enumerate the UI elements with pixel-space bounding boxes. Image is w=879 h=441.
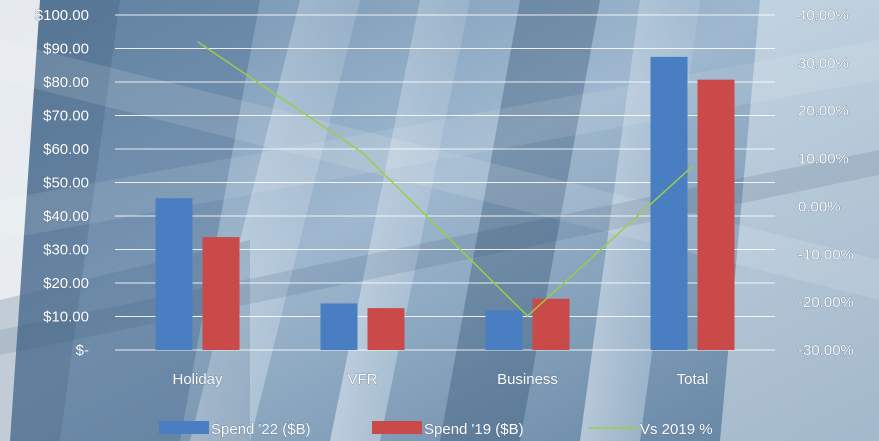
right-tick-label: 0.00%: [798, 198, 841, 215]
right-tick-label: 10.00%: [798, 151, 849, 168]
category-label: VFR: [348, 371, 378, 388]
bars: [155, 56, 735, 350]
line-series: [197, 41, 694, 318]
category-label: Holiday: [172, 371, 223, 388]
bar-business-series-1: [485, 310, 523, 350]
right-tick-label: -30.00%: [798, 342, 854, 359]
left-tick-label: $10.00: [43, 309, 89, 326]
left-tick-label: $80.00: [43, 74, 89, 91]
bar-holiday-series-2: [202, 237, 240, 350]
right-tick-label: -10.00%: [798, 246, 854, 263]
category-label: Total: [677, 371, 709, 388]
left-tick-label: $90.00: [43, 41, 89, 58]
legend: Spend '22 ($B) Spend '19 ($B) Vs 2019 %: [159, 421, 713, 438]
legend-swatch: [372, 421, 422, 434]
legend-label: Spend '22 ($B): [211, 421, 311, 438]
bar-vfr-series-2: [367, 308, 405, 350]
left-tick-label: $60.00: [43, 141, 89, 158]
left-tick-label: $-: [76, 342, 89, 359]
bar-total-series-2: [697, 79, 735, 350]
bar-business-series-2: [532, 298, 570, 350]
left-tick-label: $50.00: [43, 175, 89, 192]
left-tick-label: $40.00: [43, 208, 89, 225]
left-tick-label: $30.00: [43, 242, 89, 259]
right-tick-label: 20.00%: [798, 103, 849, 120]
legend-swatch: [159, 421, 209, 434]
bar-holiday-series-1: [155, 198, 193, 350]
right-tick-label: 30.00%: [798, 55, 849, 72]
left-tick-label: $100.00: [35, 7, 89, 24]
left-tick-label: $20.00: [43, 275, 89, 292]
legend-label: Vs 2019 %: [640, 421, 713, 438]
right-tick-label: 40.00%: [798, 7, 849, 24]
axis-labels: $- $10.00 $20.00 $30.00 $40.00 $50.00 $60.00 $7…: [34, 7, 854, 389]
category-label: Business: [497, 371, 558, 388]
line-vs-2019-percent: [197, 41, 694, 318]
legend-label: Spend '19 ($B): [424, 421, 524, 438]
left-tick-label: $70.00: [43, 108, 89, 125]
bar-vfr-series-1: [320, 303, 358, 350]
bar-total-series-1: [650, 56, 688, 350]
right-tick-label: -20.00%: [798, 294, 854, 311]
